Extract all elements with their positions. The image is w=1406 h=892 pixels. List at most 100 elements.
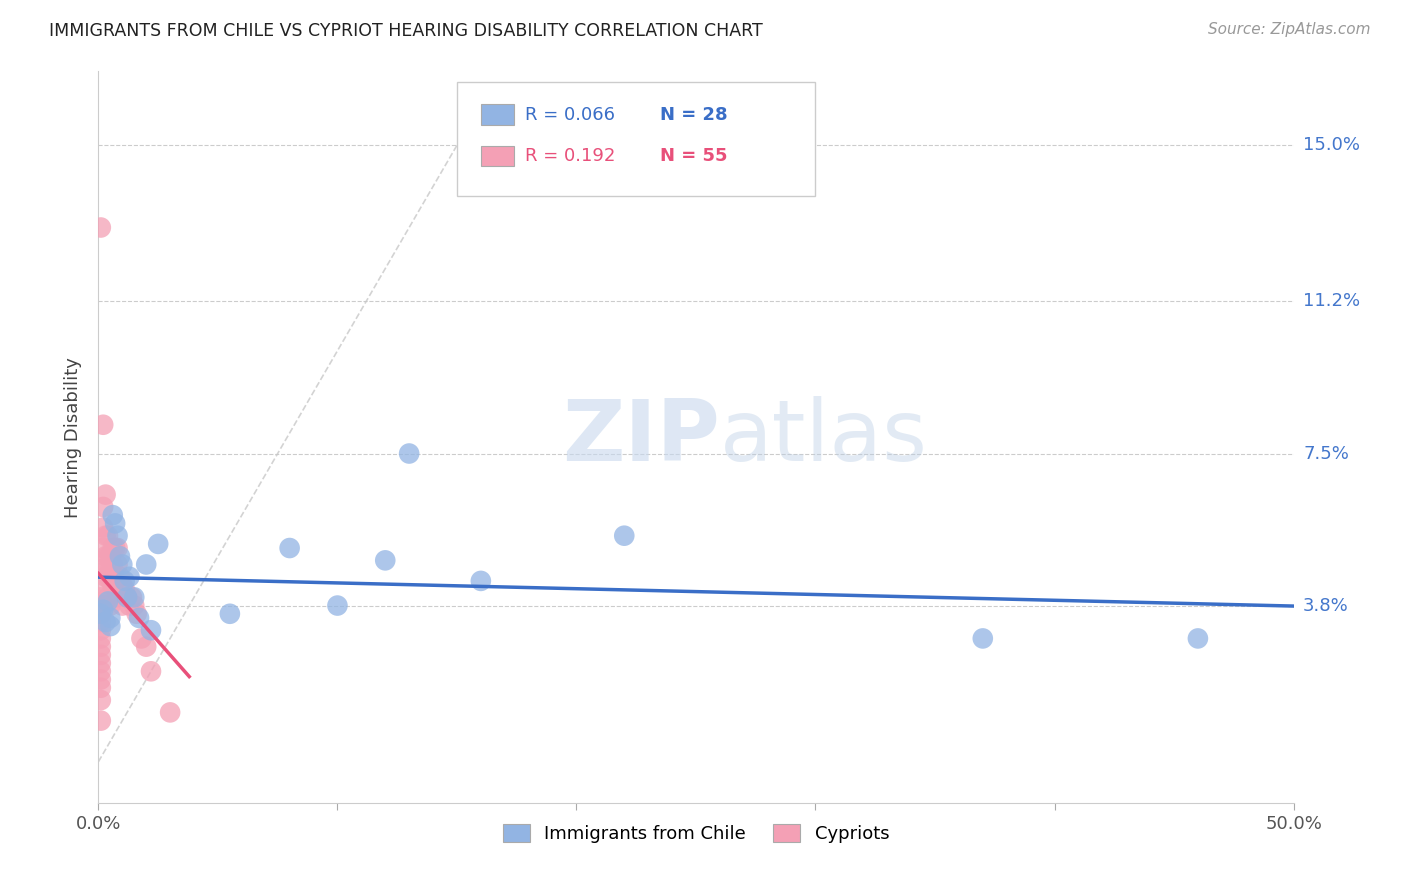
Point bbox=[114, 574, 136, 588]
Point bbox=[107, 591, 129, 605]
Text: ZIP: ZIP bbox=[562, 395, 720, 479]
Point bbox=[107, 558, 129, 572]
Point bbox=[94, 570, 117, 584]
Point bbox=[114, 582, 136, 596]
Text: R = 0.066: R = 0.066 bbox=[524, 105, 614, 123]
Y-axis label: Hearing Disability: Hearing Disability bbox=[63, 357, 82, 517]
Point bbox=[91, 582, 114, 596]
Point bbox=[121, 591, 143, 605]
Point bbox=[90, 607, 112, 621]
Point bbox=[108, 549, 131, 564]
Point bbox=[98, 549, 122, 564]
Point bbox=[90, 591, 112, 605]
Point bbox=[326, 599, 349, 613]
Point bbox=[90, 632, 112, 646]
Point bbox=[90, 599, 112, 613]
Text: Source: ZipAtlas.com: Source: ZipAtlas.com bbox=[1208, 22, 1371, 37]
Text: 15.0%: 15.0% bbox=[1303, 136, 1360, 154]
Point bbox=[101, 508, 124, 523]
Point bbox=[613, 529, 636, 543]
Point bbox=[104, 574, 127, 588]
Point bbox=[101, 541, 124, 555]
Point bbox=[98, 561, 122, 575]
Point bbox=[1187, 632, 1209, 646]
Text: 7.5%: 7.5% bbox=[1303, 444, 1348, 463]
Point bbox=[91, 599, 114, 613]
Point bbox=[98, 611, 122, 625]
Point bbox=[101, 558, 124, 572]
Point bbox=[94, 615, 117, 629]
Point bbox=[104, 516, 127, 531]
Point bbox=[98, 599, 122, 613]
Point bbox=[118, 570, 141, 584]
Text: atlas: atlas bbox=[720, 395, 928, 479]
Point bbox=[94, 529, 117, 543]
Point bbox=[94, 549, 117, 564]
Point bbox=[139, 624, 162, 638]
Point bbox=[111, 599, 134, 613]
Point bbox=[111, 578, 134, 592]
FancyBboxPatch shape bbox=[481, 104, 515, 125]
Point bbox=[90, 693, 112, 707]
Text: 3.8%: 3.8% bbox=[1303, 597, 1348, 615]
Point bbox=[101, 578, 124, 592]
Point bbox=[104, 541, 127, 555]
Point bbox=[90, 640, 112, 654]
Point bbox=[107, 529, 129, 543]
Point bbox=[91, 417, 114, 432]
Point bbox=[97, 594, 120, 608]
Text: IMMIGRANTS FROM CHILE VS CYPRIOT HEARING DISABILITY CORRELATION CHART: IMMIGRANTS FROM CHILE VS CYPRIOT HEARING… bbox=[49, 22, 763, 40]
Point bbox=[97, 561, 120, 575]
Point bbox=[135, 558, 157, 572]
Point bbox=[94, 487, 117, 501]
Point bbox=[91, 602, 114, 616]
Point bbox=[107, 541, 129, 555]
Text: 11.2%: 11.2% bbox=[1303, 293, 1360, 310]
Legend: Immigrants from Chile, Cypriots: Immigrants from Chile, Cypriots bbox=[494, 815, 898, 852]
Point bbox=[278, 541, 301, 555]
FancyBboxPatch shape bbox=[457, 82, 815, 195]
Point bbox=[91, 541, 114, 555]
Point bbox=[219, 607, 242, 621]
Point bbox=[111, 558, 134, 572]
Point bbox=[90, 648, 112, 662]
Point bbox=[97, 591, 120, 605]
Point bbox=[90, 607, 112, 621]
Point bbox=[91, 561, 114, 575]
Point bbox=[90, 665, 112, 679]
Point bbox=[90, 656, 112, 670]
FancyBboxPatch shape bbox=[481, 146, 515, 167]
Point bbox=[90, 714, 112, 728]
Text: R = 0.192: R = 0.192 bbox=[524, 147, 616, 165]
Point bbox=[90, 615, 112, 629]
Point bbox=[90, 624, 112, 638]
Point bbox=[90, 220, 112, 235]
Point bbox=[148, 537, 170, 551]
Point bbox=[128, 611, 150, 625]
Point bbox=[97, 529, 120, 543]
Point bbox=[118, 599, 141, 613]
Point bbox=[470, 574, 492, 588]
Point bbox=[374, 553, 396, 567]
Point bbox=[98, 619, 122, 633]
Point bbox=[115, 591, 138, 605]
Point bbox=[91, 520, 114, 534]
Text: N = 28: N = 28 bbox=[661, 105, 728, 123]
Point bbox=[90, 681, 112, 695]
Text: N = 55: N = 55 bbox=[661, 147, 728, 165]
Point bbox=[124, 599, 146, 613]
Point bbox=[124, 591, 146, 605]
Point bbox=[108, 570, 131, 584]
Point bbox=[115, 591, 138, 605]
Point bbox=[159, 706, 181, 720]
Point bbox=[972, 632, 994, 646]
Point bbox=[97, 549, 120, 564]
Point bbox=[398, 446, 420, 460]
Point bbox=[98, 574, 122, 588]
Point bbox=[131, 632, 153, 646]
Point bbox=[91, 500, 114, 514]
Point bbox=[90, 673, 112, 687]
Point bbox=[135, 640, 157, 654]
Point bbox=[139, 665, 162, 679]
Point bbox=[125, 607, 148, 621]
